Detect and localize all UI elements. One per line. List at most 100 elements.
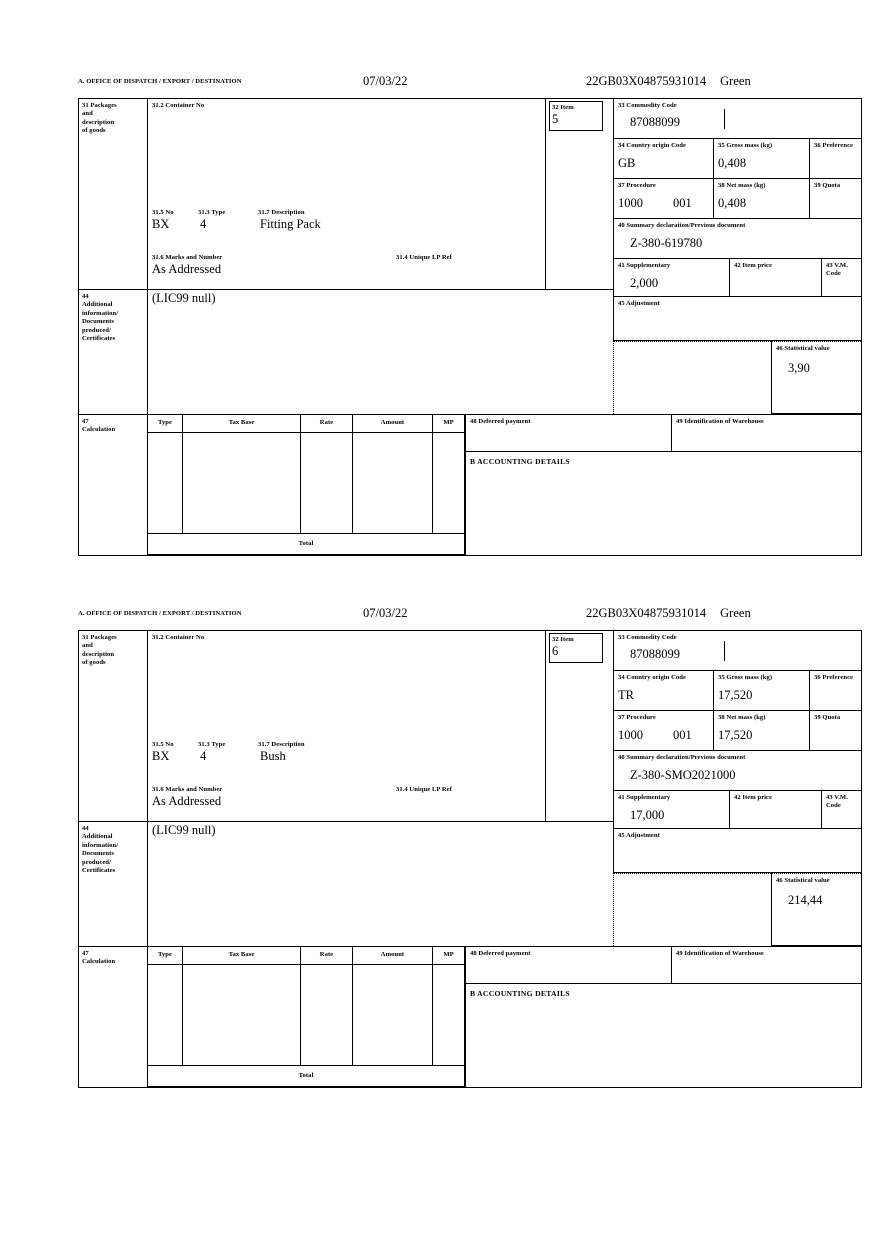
box-41-value: 2,000: [630, 276, 659, 291]
box-44-label-line6: Certificates: [82, 867, 116, 875]
box-33-label: 33 Commodity Code: [618, 634, 677, 641]
calc-col-amount: Amount: [353, 414, 433, 433]
calc-col-type: Type: [147, 946, 183, 965]
box-43-vm-code: 43 V.M. Code: [821, 259, 861, 297]
box-31-label-line4: of goods: [82, 127, 106, 135]
box-44-content: (LIC99 null): [147, 821, 613, 946]
box-33-value: 87088099: [630, 115, 680, 130]
box-44-label-line6: Certificates: [82, 335, 116, 343]
box-37-value: 1000: [618, 728, 643, 743]
box-47-calculation-table: Type Tax Base Rate Amount MP Total: [147, 946, 465, 1087]
box-31-6-marks-label: 31.6 Marks and Number: [152, 254, 223, 261]
box-31-4-unique-lp-ref-label: 31.4 Unique LP Ref: [396, 254, 452, 261]
box-35-value: 17,520: [718, 688, 753, 703]
form-body: 31 Packages and description of goods 31.…: [78, 630, 862, 1088]
sad-form-item-6: A. OFFICE OF DISPATCH / EXPORT / DESTINA…: [78, 607, 862, 1088]
box-37-label: 37 Procedure: [618, 714, 656, 721]
box-31-label: 31 Packages and description of goods: [79, 99, 147, 289]
box-36-preference: 36 Preference: [809, 671, 861, 711]
calc-cell-rate: [301, 965, 353, 1066]
box-36-label: 36 Preference: [814, 142, 854, 149]
form-body: 31 Packages and description of goods 31.…: [78, 98, 862, 556]
box-44-label-line3: information/: [82, 309, 119, 317]
box-31-4-unique-lp-ref-label: 31.4 Unique LP Ref: [396, 786, 452, 793]
box-39-label: 39 Quota: [814, 182, 841, 189]
box-31-3-type-value: 4: [200, 749, 207, 763]
box-42-item-price: 42 Item price: [729, 791, 821, 829]
calc-cell-rate: [301, 433, 353, 534]
box-38-label: 38 Net mass (kg): [718, 182, 766, 189]
box-38-value: 17,520: [718, 728, 753, 743]
box-47-label-line2: Calculation: [82, 958, 116, 966]
box-34-country-origin-code: 34 Country origin Code TR: [613, 671, 713, 711]
calc-col-rate: Rate: [301, 946, 353, 965]
box-b-label: B ACCOUNTING DETAILS: [470, 457, 570, 466]
box-44-label-line4: Documents: [82, 850, 114, 858]
box-44-value: (LIC99 null): [152, 823, 216, 837]
box-47-label-line2: Calculation: [82, 426, 116, 434]
box-46-value: 214,44: [788, 893, 823, 908]
calc-col-type: Type: [147, 414, 183, 433]
box-37-value2: 001: [673, 196, 692, 211]
box-31-label-line2: and: [82, 642, 93, 650]
calc-cell-tax-base: [183, 965, 301, 1066]
box-39-quota: 39 Quota: [809, 711, 861, 751]
box-43-label: 43 V.M. Code: [826, 262, 848, 278]
calculation-body-rows: [147, 433, 465, 534]
box-44-value: (LIC99 null): [152, 291, 216, 305]
box-44-label-line3: information/: [82, 841, 119, 849]
box-31-label-line1: 31 Packages: [82, 634, 117, 641]
mrn-value: 22GB03X04875931014: [586, 74, 707, 88]
box-44-label-line2: Additional: [82, 833, 113, 841]
box-42-label: 42 Item price: [734, 794, 773, 801]
box-41-value: 17,000: [630, 808, 665, 823]
box-b-accounting-details: B ACCOUNTING DETAILS: [465, 452, 861, 555]
box-32-item: 32 Item 5: [545, 99, 613, 289]
box-40-summary-declaration: 40 Summary declaration/Previous document…: [613, 751, 861, 791]
box-44-label-line5: produced/: [82, 326, 111, 334]
box-40-value: Z-380-SMO2021000: [630, 768, 736, 783]
box-41-supplementary: 41 Supplementary 17,000: [613, 791, 729, 829]
calc-cell-amount: [353, 965, 433, 1066]
declaration-date: 07/03/22: [363, 74, 408, 88]
box-39-label: 39 Quota: [814, 714, 841, 721]
box-46-label: 46 Statistical value: [776, 877, 830, 884]
box-32-item-value: 6: [552, 644, 559, 659]
box-49-warehouse-id: 49 Identification of Warehouse: [671, 946, 861, 984]
box-48-deferred-payment: 48 Deferred payment: [465, 946, 671, 984]
box-46-value: 3,90: [788, 361, 810, 376]
box-44-label-line1: 44: [82, 825, 89, 832]
box-44-label-line1: 44: [82, 293, 89, 300]
box-37-procedure: 37 Procedure 1000 001: [613, 179, 713, 219]
box-31-label-line2: and: [82, 110, 93, 118]
box-45-adjustment: 45 Adjustment: [613, 297, 861, 341]
box-43-label: 43 V.M. Code: [826, 794, 848, 810]
box-b-label: B ACCOUNTING DETAILS: [470, 989, 570, 998]
box-47-calculation-table: Type Tax Base Rate Amount MP Total: [147, 414, 465, 555]
box-33-commodity-code: 33 Commodity Code 87088099: [613, 99, 861, 139]
box-35-value: 0,408: [718, 156, 747, 171]
box-35-gross-mass: 35 Gross mass (kg) 0,408: [713, 139, 809, 179]
office-of-dispatch-label: A. OFFICE OF DISPATCH / EXPORT / DESTINA…: [78, 610, 242, 617]
box-48-label: 48 Deferred payment: [470, 418, 531, 425]
box-31-label-line1: 31 Packages: [82, 102, 117, 109]
box-37-value-group: 1000 001: [618, 729, 713, 742]
box-47-label-line1: 47: [82, 418, 89, 425]
box-44-label: 44 Additional information/ Documents pro…: [79, 289, 147, 414]
box-31-3-type-value: 4: [200, 217, 207, 231]
mrn-header: 22GB03X04875931014 Green: [586, 75, 751, 88]
box-31-label-line3: description: [82, 650, 115, 658]
calc-col-mp: MP: [433, 946, 465, 965]
box-31-5-no-label: 31.5 No: [152, 209, 174, 216]
box-37-value: 1000: [618, 196, 643, 211]
calc-cell-mp: [433, 433, 465, 534]
mrn-header: 22GB03X04875931014 Green: [586, 607, 751, 620]
calc-cell-mp: [433, 965, 465, 1066]
box-31-goods-panel: 31.2 Container No 31.5 No 31.3 Type 31.7…: [147, 631, 545, 821]
box-31-6-marks-label: 31.6 Marks and Number: [152, 786, 223, 793]
box-37-value-group: 1000 001: [618, 197, 713, 210]
box-33-label: 33 Commodity Code: [618, 102, 677, 109]
box-33-value: 87088099: [630, 647, 680, 662]
mrn-value: 22GB03X04875931014: [586, 606, 707, 620]
